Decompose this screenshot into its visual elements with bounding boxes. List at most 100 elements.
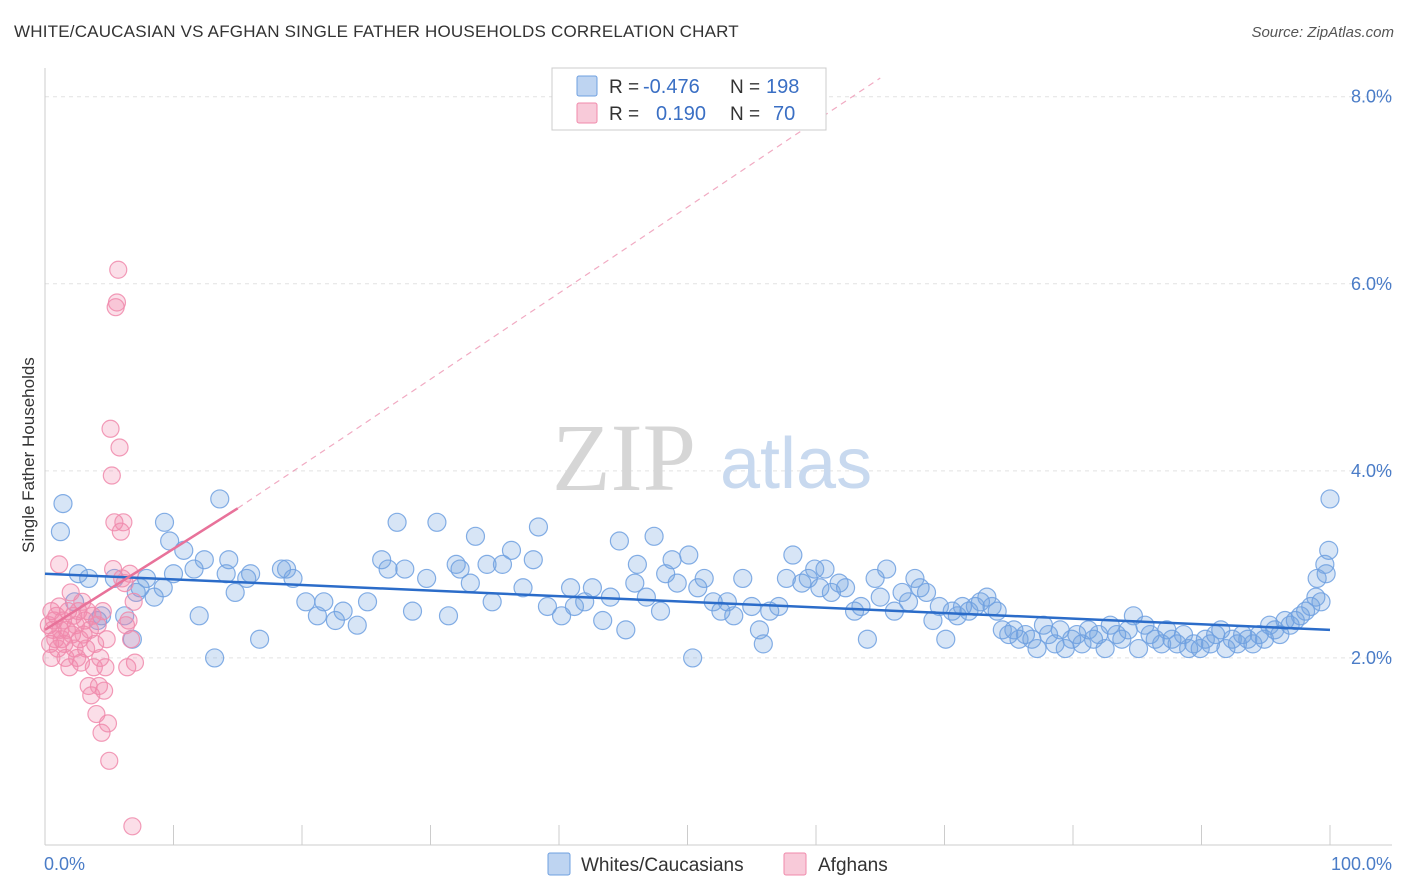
data-point-whites [438,606,459,626]
bottom-legend-swatch-afghans [783,852,807,876]
data-point-whites [387,512,407,532]
data-point-whites [753,634,773,654]
data-point-afghans [101,419,120,438]
y-tick-label: 8.0% [1351,87,1392,107]
data-point-afghans [95,681,114,700]
data-point-whites [194,550,214,570]
data-point-afghans [93,602,112,621]
legend-n-value-whites: 198 [766,76,799,98]
data-point-afghans [77,639,96,658]
data-point-whites [679,545,699,565]
data-point-whites [783,545,803,565]
data-point-whites [395,559,415,579]
data-point-whites [636,587,656,607]
data-point-whites [551,606,572,626]
bottom-legend-label-whites: Whites/Caucasians [581,855,744,876]
data-point-whites [460,573,480,593]
data-point-whites [79,568,99,589]
legend-r-label-afghans: R = [609,104,639,125]
data-point-whites [189,606,209,626]
y-tick-label: 4.0% [1351,461,1392,481]
watermark-zip: ZIP [552,404,696,511]
data-point-afghans [124,592,143,611]
y-axis-title: Single Father Households [19,357,38,553]
data-point-whites [625,573,645,593]
legend-r-value-afghans: 0.190 [656,103,706,125]
data-point-whites [667,573,687,593]
y-tick-label: 2.0% [1351,648,1392,668]
data-point-whites [1301,596,1321,617]
data-point-afghans [119,611,138,630]
trend-line-afghans [44,507,239,631]
data-point-whites [742,596,762,617]
data-point-whites [1038,624,1059,645]
legend-n-label-whites: N = [730,77,760,98]
data-point-whites [1216,638,1236,659]
data-point-whites [810,578,830,598]
data-point-whites [609,531,629,551]
data-point-whites [225,582,245,603]
data-point-whites [650,601,671,621]
data-point-whites [1004,620,1024,640]
data-point-afghans [50,555,69,574]
data-point-whites [333,601,353,621]
bottom-legend-label-afghans: Afghans [818,855,888,876]
data-point-whites [219,550,239,570]
data-point-whites [977,587,997,607]
data-point-whites [892,582,912,603]
data-point-whites [662,550,682,570]
data-point-whites [1320,489,1340,509]
data-point-afghans [98,714,118,733]
data-point-afghans [50,597,69,616]
legend-box [551,67,827,131]
data-point-whites [50,522,71,542]
data-point-whites [870,587,890,607]
data-point-whites [378,559,398,579]
data-point-afghans [91,648,110,668]
data-point-afghans [97,630,116,649]
data-point-whites [482,592,502,612]
x-tick-label: 0.0% [44,854,85,874]
data-point-afghans [100,751,119,770]
data-point-whites [805,559,825,579]
data-point-whites [947,606,967,626]
data-point-whites [1200,634,1221,654]
data-point-whites [314,592,334,612]
data-point-whites [241,564,261,584]
data-point-whites [357,592,378,612]
data-point-whites [835,578,856,598]
data-point-whites [501,540,522,560]
data-point-whites [417,568,437,589]
data-point-whites [582,578,603,598]
legend-r-value-whites: -0.476 [643,76,700,98]
data-point-afghans [86,634,105,653]
data-point-afghans [96,658,115,677]
data-point-whites [616,620,636,640]
data-point-whites [249,629,270,649]
data-point-whites [465,526,486,546]
data-point-whites [776,568,797,589]
data-point-whites [307,606,328,626]
data-point-whites [1243,634,1263,654]
data-point-whites [929,596,949,617]
data-point-afghans [123,817,142,836]
data-point-whites [916,582,937,603]
data-point-whites [347,615,367,635]
data-point-whites [717,592,737,612]
data-point-afghans [60,658,79,677]
legend-swatch-afghans [576,102,598,124]
data-point-whites [733,568,753,589]
bottom-legend-swatch-whites [547,852,571,876]
data-point-afghans [107,293,127,312]
data-point-whites [644,526,664,546]
data-point-whites [724,606,744,626]
data-point-whites [477,554,497,574]
data-point-whites [905,568,925,589]
data-point-whites [1167,634,1187,654]
data-point-whites [1112,629,1132,649]
data-point-whites [627,554,647,574]
data-point-whites [1227,634,1248,654]
data-point-whites [513,578,533,598]
trend-line-whites [44,572,1331,632]
